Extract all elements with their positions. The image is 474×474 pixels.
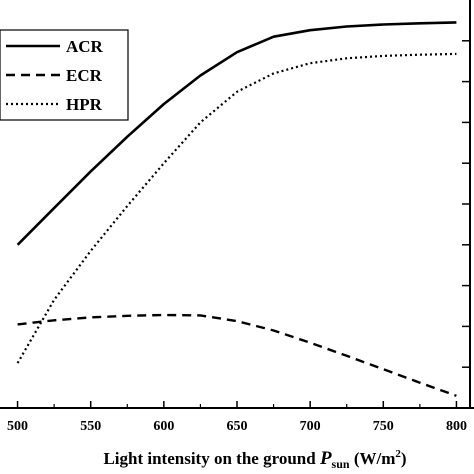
x-tick-label: 550 [80, 419, 101, 434]
legend-label-hpr: HPR [66, 95, 103, 114]
series-lines [16, 21, 457, 397]
legend-label-ecr: ECR [66, 66, 103, 85]
x-tick-label: 800 [446, 419, 467, 434]
x-tick-label: 500 [7, 419, 28, 434]
legend-box [0, 29, 129, 121]
x-tick-label: 600 [153, 419, 174, 434]
x-tick-label: 700 [300, 419, 321, 434]
x-tick-label: 650 [227, 419, 248, 434]
legend-label-acr: ACR [66, 37, 104, 56]
series-line-hpr [16, 52, 457, 364]
legend: ACR ECR HPR [0, 29, 129, 121]
x-axis-title: Light intensity on the ground Psun (W/m2… [103, 448, 406, 471]
series-line-ecr [17, 313, 457, 397]
x-tick-labels: 500 550 600 650 700 750 800 [7, 419, 467, 434]
x-tick-label: 750 [373, 419, 394, 434]
grid-and-axes [0, 0, 474, 409]
series-line-acr [16, 21, 457, 246]
